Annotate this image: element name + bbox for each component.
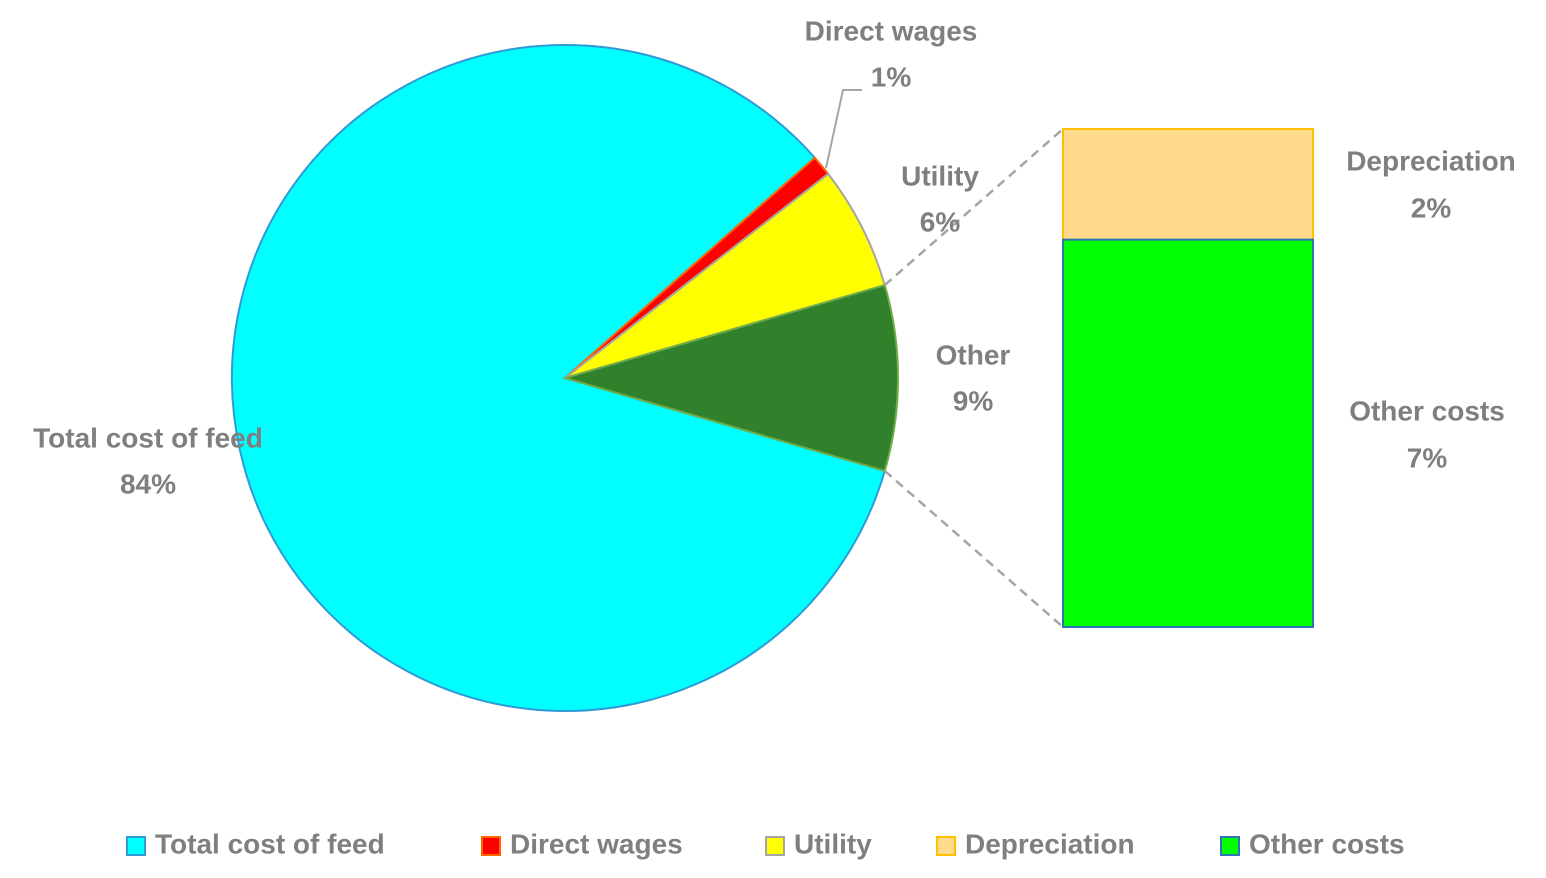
legend-label: Total cost of feed [155,828,385,859]
legend-swatch [481,836,501,856]
legend-label: Direct wages [510,828,683,859]
bar-label: Depreciation [1346,145,1516,176]
legend-label: Depreciation [965,828,1135,859]
bar-value-label: 2% [1411,192,1452,223]
pie-slice [231,44,887,712]
slice-label: Other [936,339,1011,370]
pie-slice [564,172,887,379]
slice-value-label: 9% [953,385,994,416]
slice-label: Direct wages [805,15,978,46]
legend-swatch [765,836,785,856]
slice-value-label: 1% [871,61,912,92]
pie-slice [561,283,899,473]
slice-value-label: 84% [120,468,176,499]
leader-line [825,89,862,169]
legend-label: Utility [794,828,872,859]
slice-label: Total cost of feed [33,422,263,453]
legend-swatch [936,836,956,856]
legend-label: Other costs [1249,828,1405,859]
bar-label: Other costs [1349,395,1505,426]
slice-label: Utility [901,160,979,191]
bar-segment [1062,128,1314,241]
bar-segment [1062,238,1314,629]
slice-value-label: 6% [920,206,961,237]
legend-swatch [126,836,146,856]
connector-line [883,128,1064,287]
connector-line [883,469,1064,628]
bar-value-label: 7% [1407,442,1448,473]
legend-swatch [1220,836,1240,856]
